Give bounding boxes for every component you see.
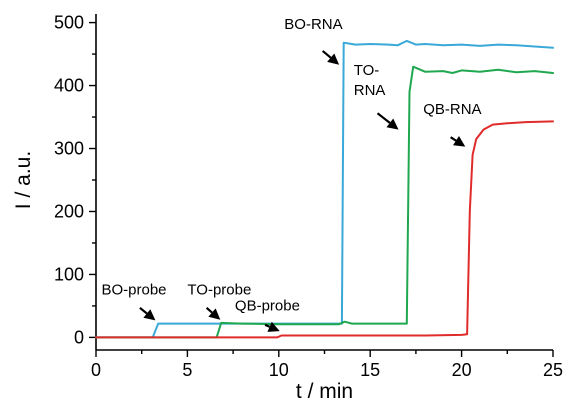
y-tick-label: 0 [74, 327, 84, 347]
x-tick-label: 10 [269, 360, 289, 380]
x-axis-title: t / min [296, 380, 353, 403]
annotation-label: BO-probe [101, 282, 166, 299]
axes [95, 14, 553, 351]
x-tick-label: 5 [182, 360, 192, 380]
annotation-label: TO-probe [187, 282, 251, 299]
annotation-label: QB-probe [235, 297, 300, 314]
annotation-arrowhead [453, 136, 466, 147]
annotation-arrow [376, 112, 391, 124]
series-line-1 [95, 39, 554, 339]
x-tick-label: 15 [360, 360, 380, 380]
ticks: 0 5 10 15 20 25 0 100 200 300 400 500 [54, 13, 563, 380]
annotation-label: RNA [354, 82, 386, 99]
annotation-arrow [205, 306, 213, 314]
y-axis-title: I / a.u. [12, 151, 35, 209]
annotation-label: BO-RNA [284, 16, 342, 33]
x-tick-label: 25 [543, 360, 563, 380]
y-tick-label: 400 [54, 76, 84, 96]
annotation-label: QB-RNA [423, 101, 481, 118]
annotation-arrowhead [267, 321, 280, 332]
y-tick-label: 200 [54, 201, 84, 221]
annotation-label: TO- [354, 62, 380, 79]
annotation-arrowhead [208, 308, 221, 320]
series-line-2 [95, 65, 554, 339]
annotation-arrow [139, 306, 148, 315]
annotation-arrow [321, 50, 332, 59]
series-lines [95, 39, 554, 339]
series-line-3 [95, 120, 554, 339]
x-tick-label: 0 [91, 360, 101, 380]
annotation-arrowhead [143, 309, 156, 321]
annotation-arrow [264, 323, 271, 328]
annotation-arrowhead [386, 118, 399, 130]
annotation-arrow [450, 136, 457, 142]
annotation-arrowhead [327, 53, 340, 65]
y-tick-label: 300 [54, 139, 84, 159]
y-tick-label: 500 [54, 13, 84, 33]
y-tick-label: 100 [54, 264, 84, 284]
x-tick-label: 20 [452, 360, 472, 380]
